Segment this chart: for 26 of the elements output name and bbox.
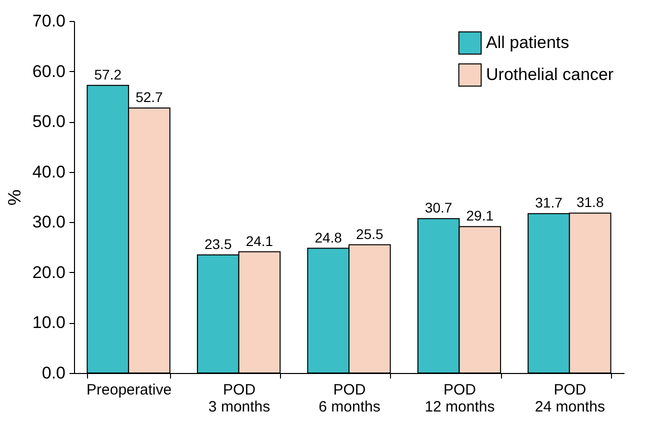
y-axis-title: % bbox=[4, 189, 24, 206]
y-tick-label: 60.0 bbox=[32, 62, 66, 81]
x-tick-label: POD 12 months bbox=[424, 382, 495, 416]
data-label: 30.7 bbox=[424, 200, 452, 216]
y-tick-label: 70.0 bbox=[32, 12, 66, 30]
data-label: 29.1 bbox=[466, 208, 494, 224]
y-tick-label: 20.0 bbox=[32, 262, 66, 282]
data-label: 52.7 bbox=[136, 88, 164, 105]
legend-label: Urothelial cancer bbox=[486, 65, 614, 84]
x-tick-label: POD 24 months bbox=[534, 382, 605, 416]
data-label: 24.1 bbox=[246, 232, 274, 249]
y-tick-label: 30.0 bbox=[32, 212, 66, 232]
data-label: 25.5 bbox=[356, 226, 384, 242]
x-tick-label: POD 6 months bbox=[318, 382, 380, 416]
data-label: 31.7 bbox=[535, 194, 563, 211]
data-label: 24.8 bbox=[314, 229, 342, 246]
y-tick-label: 10.0 bbox=[32, 313, 66, 332]
y-tick-label: 50.0 bbox=[32, 112, 66, 132]
data-label: 31.8 bbox=[576, 194, 604, 210]
data-label: 57.2 bbox=[94, 66, 122, 82]
y-tick-label: 0.0 bbox=[42, 364, 66, 382]
legend-label: All patients bbox=[486, 33, 570, 52]
x-tick-label: Preoperative bbox=[86, 382, 172, 398]
y-tick-label: 40.0 bbox=[32, 162, 66, 182]
x-tick-label: POD 3 months bbox=[208, 382, 270, 416]
data-label: 23.5 bbox=[204, 236, 232, 252]
